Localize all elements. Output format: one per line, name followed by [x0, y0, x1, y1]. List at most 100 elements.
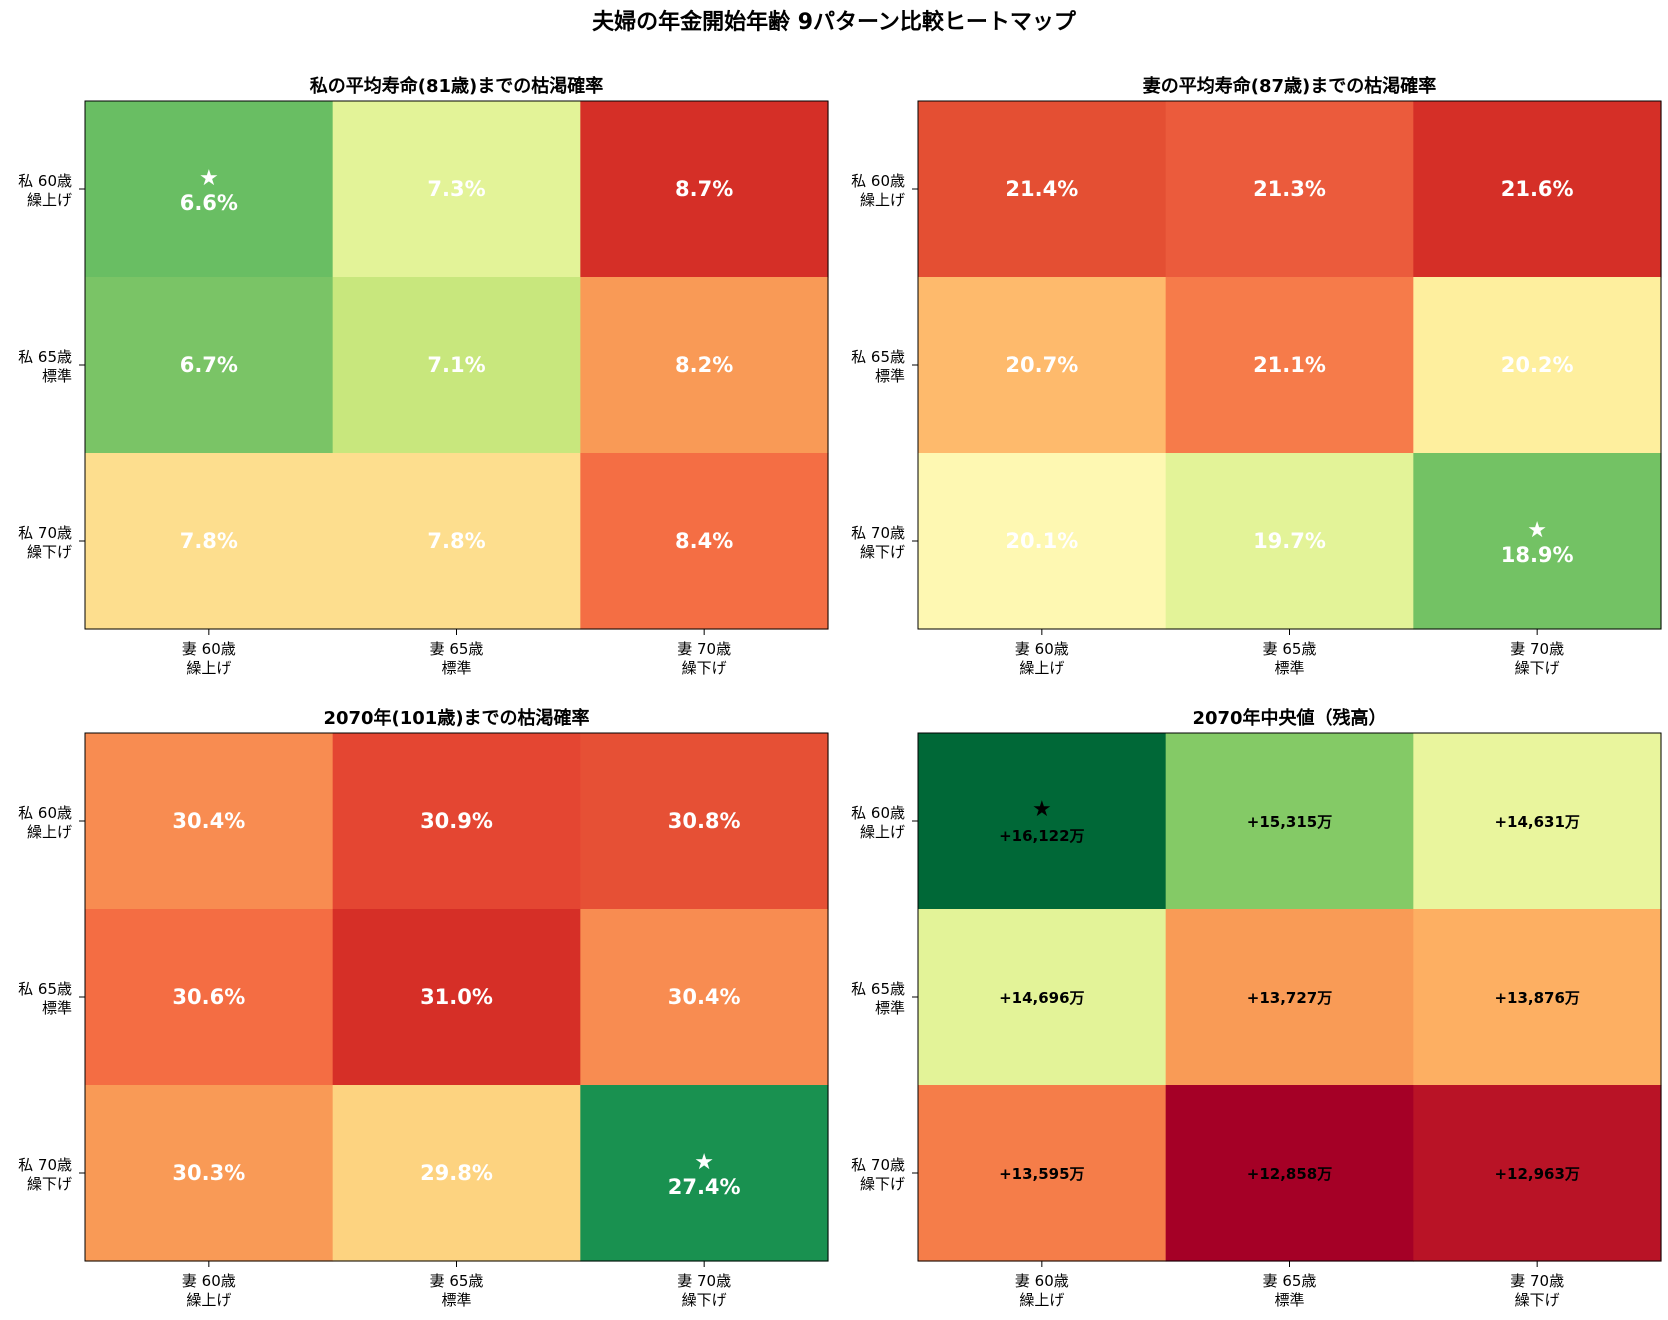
heatmap-cell [918, 101, 1167, 278]
best-star-marker: ★ [199, 166, 219, 191]
heatmap-cell [1165, 277, 1414, 454]
x-tick-label: 妻 70歳 [1510, 640, 1564, 658]
heatmap-cell [1165, 453, 1414, 630]
heatmap-cell [1165, 1085, 1414, 1262]
y-tick-label: 私 65歳 [18, 348, 72, 366]
y-tick-label: 標準 [875, 999, 905, 1017]
cell-value-label: 27.4% [668, 1175, 741, 1199]
cell-value-label: 30.4% [172, 809, 245, 833]
cell-value-label: 19.7% [1253, 529, 1326, 553]
heatmap-cell [580, 101, 829, 278]
x-tick-label: 妻 65歳 [1263, 640, 1317, 658]
cell-value-label: 30.4% [668, 985, 741, 1009]
panel-title: 2070年中央値（残高） [1192, 707, 1386, 729]
x-tick-label: 妻 70歳 [677, 1272, 731, 1290]
x-tick-label: 妻 60歳 [1015, 640, 1069, 658]
y-tick-label: 繰上げ [860, 823, 905, 841]
cell-value-label: 30.6% [172, 985, 245, 1009]
heatmap-cell [918, 453, 1167, 630]
x-tick-label: 妻 70歳 [1510, 1272, 1564, 1290]
panel-title: 妻の平均寿命(87歳)までの枯渇確率 [1143, 75, 1437, 97]
x-tick-label: 標準 [1274, 1291, 1304, 1309]
cell-value-label: 6.7% [180, 353, 238, 377]
heatmap-cell [85, 1085, 334, 1262]
cell-value-label: 21.3% [1253, 177, 1326, 201]
cell-value-label: 30.3% [172, 1161, 245, 1185]
y-tick-label: 私 65歳 [851, 980, 905, 998]
cell-value-label: 29.8% [420, 1161, 493, 1185]
cell-value-label: 7.8% [180, 529, 238, 553]
heatmap-cell [1413, 101, 1662, 278]
cell-value-label: +15,315万 [1247, 813, 1332, 831]
cell-value-label: +12,963万 [1494, 1165, 1579, 1183]
cell-value-label: 7.8% [427, 529, 485, 553]
x-tick-label: 妻 60歳 [182, 640, 236, 658]
x-tick-label: 繰下げ [682, 1291, 727, 1309]
y-tick-label: 繰上げ [860, 191, 905, 209]
heatmap-cell [332, 733, 581, 910]
heatmap-panel-4: 2070年中央値（残高） +16,122万 ★ +15,315万 +14,631万 +14… [851, 707, 1662, 1309]
heatmap-panel-2: 妻の平均寿命(87歳)までの枯渇確率 21.4% 21.3% 21.6% 20.7% 21… [851, 75, 1662, 677]
heatmap-cell [332, 277, 581, 454]
x-tick-label: 繰上げ [1019, 659, 1064, 677]
cell-value-label: +14,696万 [999, 989, 1084, 1007]
heatmap-cell [580, 909, 829, 1086]
y-tick-label: 私 60歳 [18, 172, 72, 190]
cell-value-label: 21.1% [1253, 353, 1326, 377]
heatmap-cell [580, 1085, 829, 1262]
x-tick-label: 標準 [1274, 659, 1304, 677]
heatmap-cell [332, 909, 581, 1086]
heatmap-cell [85, 733, 334, 910]
cell-value-label: 31.0% [420, 985, 493, 1009]
heatmap-cell [580, 277, 829, 454]
cell-value-label: 20.7% [1005, 353, 1078, 377]
y-tick-label: 標準 [875, 367, 905, 385]
cell-value-label: +14,631万 [1494, 813, 1579, 831]
x-tick-label: 標準 [441, 1291, 471, 1309]
heatmap-cell [580, 453, 829, 630]
y-tick-label: 私 65歳 [18, 980, 72, 998]
x-tick-label: 繰上げ [186, 659, 231, 677]
heatmap-cell [1413, 1085, 1662, 1262]
y-tick-label: 私 70歳 [851, 524, 905, 542]
x-tick-label: 妻 65歳 [430, 640, 484, 658]
cell-value-label: 30.8% [668, 809, 741, 833]
heatmap-cell [85, 277, 334, 454]
x-tick-label: 繰下げ [1515, 1291, 1560, 1309]
heatmap-cell [1165, 101, 1414, 278]
x-tick-label: 妻 65歳 [430, 1272, 484, 1290]
cell-value-label: 20.2% [1501, 353, 1574, 377]
heatmap-cell [85, 453, 334, 630]
x-tick-label: 妻 60歳 [1015, 1272, 1069, 1290]
y-tick-label: 繰下げ [27, 1175, 72, 1193]
cell-value-label: 21.4% [1005, 177, 1078, 201]
cell-value-label: 8.4% [675, 529, 733, 553]
y-tick-label: 私 70歳 [18, 1156, 72, 1174]
heatmap-cell [332, 1085, 581, 1262]
cell-value-label: 18.9% [1501, 543, 1574, 567]
y-tick-label: 私 70歳 [18, 524, 72, 542]
cell-value-label: +13,727万 [1247, 989, 1332, 1007]
y-tick-label: 繰下げ [860, 543, 905, 561]
heatmap-cell [332, 453, 581, 630]
heatmap-cell [85, 909, 334, 1086]
y-tick-label: 私 70歳 [851, 1156, 905, 1174]
heatmap-cell [85, 101, 334, 278]
heatmap-cell [1165, 733, 1414, 910]
cell-value-label: +13,595万 [999, 1165, 1084, 1183]
cell-value-label: 8.7% [675, 177, 733, 201]
y-tick-label: 私 60歳 [18, 804, 72, 822]
best-star-marker: ★ [694, 1150, 714, 1175]
cell-value-label: +16,122万 [999, 827, 1084, 845]
best-star-marker: ★ [1032, 797, 1052, 822]
y-tick-label: 私 60歳 [851, 804, 905, 822]
figure-title: 夫婦の年金開始年齢 9パターン比較ヒートマップ [592, 9, 1077, 35]
heatmap-cell [1165, 909, 1414, 1086]
cell-value-label: 7.3% [427, 177, 485, 201]
heatmap-cell [918, 733, 1167, 910]
heatmap-cell [918, 909, 1167, 1086]
cell-value-label: 21.6% [1501, 177, 1574, 201]
x-tick-label: 繰下げ [682, 659, 727, 677]
